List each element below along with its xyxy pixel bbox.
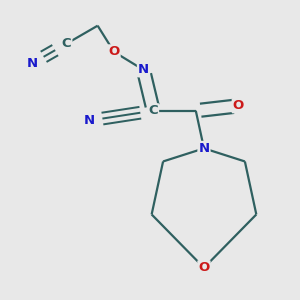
Text: N: N bbox=[198, 142, 209, 155]
Text: N: N bbox=[138, 63, 149, 76]
Text: O: O bbox=[108, 45, 120, 58]
Text: O: O bbox=[233, 99, 244, 112]
Text: C: C bbox=[148, 104, 158, 117]
Text: N: N bbox=[84, 114, 95, 127]
Text: C: C bbox=[62, 37, 71, 50]
Text: N: N bbox=[27, 57, 38, 70]
Text: O: O bbox=[198, 261, 210, 274]
